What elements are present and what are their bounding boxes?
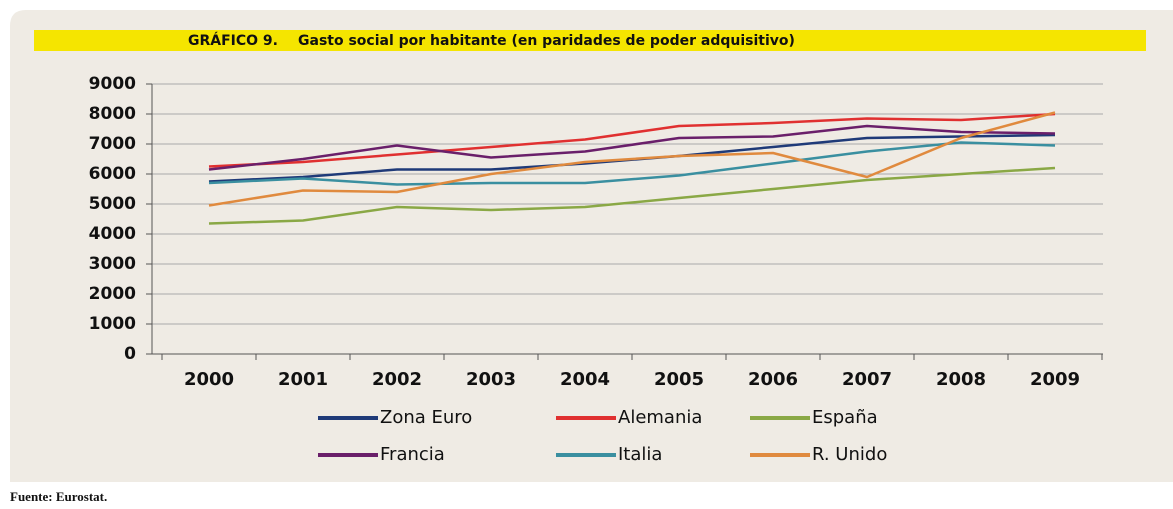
chart-title: Gasto social por habitante (en paridades… — [298, 33, 795, 49]
x-tick-label: 2002 — [372, 369, 422, 390]
series-line — [208, 141, 1056, 186]
x-tick-label: 2001 — [278, 369, 328, 390]
series-line — [208, 112, 1056, 168]
y-tick-label: 9000 — [89, 74, 136, 94]
series-line — [208, 166, 1056, 225]
source: Fuente: Eurostat. — [10, 489, 107, 504]
legend-label: Alemania — [618, 407, 702, 428]
title-bar — [34, 30, 1146, 51]
legend-label: Francia — [380, 444, 445, 465]
y-tick-label: 8000 — [89, 104, 136, 124]
y-tick-label: 1000 — [89, 314, 136, 334]
y-tick-label: 7000 — [89, 134, 136, 154]
x-tick-label: 2007 — [842, 369, 892, 390]
legend-label: R. Unido — [812, 444, 887, 465]
legend-label: España — [812, 407, 878, 428]
y-tick-label: 3000 — [89, 254, 136, 274]
y-tick-label: 4000 — [89, 224, 136, 244]
panel — [10, 10, 1173, 482]
y-tick-label: 2000 — [89, 284, 136, 304]
x-tick-label: 2009 — [1030, 369, 1080, 390]
x-tick-label: 2006 — [748, 369, 798, 390]
legend-label: Zona Euro — [380, 407, 472, 428]
legend-label: Italia — [618, 444, 662, 465]
x-tick-label: 2004 — [560, 369, 610, 390]
y-tick-label: 0 — [124, 344, 136, 364]
series-line — [208, 124, 1056, 171]
y-tick-label: 6000 — [89, 164, 136, 184]
series-line — [208, 111, 1056, 207]
y-tick-label: 5000 — [89, 194, 136, 214]
x-tick-label: 2003 — [466, 369, 516, 390]
x-tick-label: 2000 — [184, 369, 234, 390]
x-tick-label: 2005 — [654, 369, 704, 390]
x-tick-label: 2008 — [936, 369, 986, 390]
title-label: GRÁFICO 9. — [188, 32, 278, 49]
